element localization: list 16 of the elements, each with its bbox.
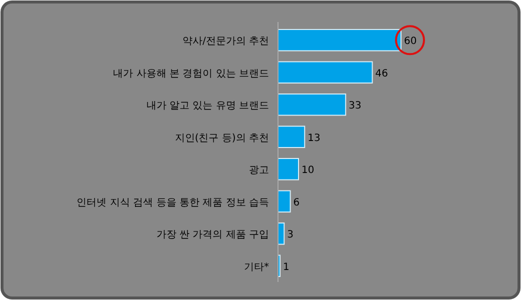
y-tick-label: 내가 사용해 본 경험이 있는 브랜드 — [113, 68, 269, 80]
y-tick-label: 광고 — [249, 165, 269, 176]
y-tick-label: 내가 알고 있는 유명 브랜드 — [146, 100, 269, 112]
data-label: 33 — [348, 100, 362, 112]
data-label: 46 — [375, 68, 388, 80]
y-tick-label: 인터넷 지식 검색 등을 통한 제품 정보 습득 — [76, 197, 269, 208]
y-tick-label: 가장 싼 가격의 제품 구입 — [156, 230, 269, 241]
data-label: 10 — [302, 165, 314, 176]
y-tick-label: 약사/전문가의 추천 — [182, 36, 269, 48]
data-label: 60 — [404, 36, 417, 48]
data-label: 6 — [293, 197, 300, 208]
data-label: 3 — [287, 230, 294, 241]
y-tick-label: 지인(친구 등)의 추천 — [174, 132, 269, 144]
y-tick-label: 기타* — [244, 262, 269, 273]
data-label: 13 — [308, 132, 320, 144]
data-label: 1 — [283, 262, 290, 273]
